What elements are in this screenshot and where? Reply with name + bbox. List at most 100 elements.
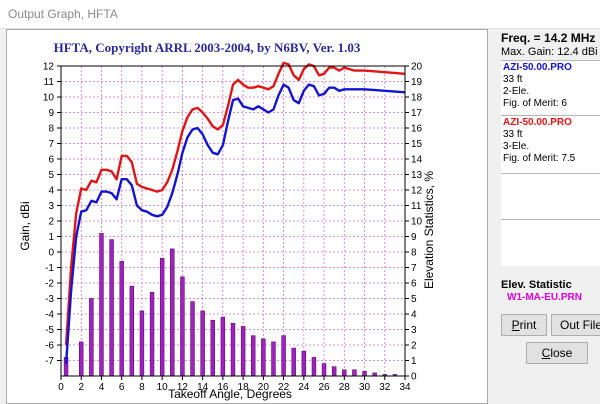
antenna-file-name: AZI-50.00.PRO bbox=[503, 62, 572, 73]
x-tick-label: 30 bbox=[359, 382, 371, 393]
y-tick-label: -7 bbox=[45, 356, 54, 367]
figure-of-merit: Fig. of Merit: 7.5 bbox=[503, 153, 576, 164]
y-tick-label: 3 bbox=[48, 201, 54, 212]
antenna-elements: 3-Ele. bbox=[503, 141, 530, 152]
x-tick-label: 22 bbox=[278, 382, 290, 393]
elevation-bar bbox=[301, 350, 307, 377]
y-tick-label: 0 bbox=[48, 248, 54, 259]
y-tick-label: 7 bbox=[48, 139, 54, 150]
y2-tick-label: 17 bbox=[411, 108, 423, 119]
elevation-bar bbox=[89, 298, 94, 377]
graph-panel: HFTA, Copyright ARRL 2003-2004, by N6BV,… bbox=[6, 29, 488, 404]
print-button[interactable]: Print bbox=[501, 314, 547, 336]
out-file-button[interactable]: Out File bbox=[551, 314, 600, 336]
out-file-button-label: Out File bbox=[559, 318, 600, 332]
x-tick-label: 32 bbox=[379, 382, 391, 393]
y2-tick-label: 11 bbox=[411, 201, 422, 212]
y2-tick-label: 3 bbox=[411, 325, 417, 336]
y2-tick-label: 2 bbox=[411, 341, 417, 352]
gain-line-2-ele bbox=[64, 83, 406, 364]
elevation-bar bbox=[352, 369, 357, 377]
elevation-bar bbox=[251, 335, 256, 377]
elevation-bar bbox=[271, 341, 276, 377]
x-tick-label: 24 bbox=[298, 382, 310, 393]
y-tick-label: 11 bbox=[44, 77, 55, 88]
y-tick-label: 6 bbox=[48, 155, 54, 166]
elevation-bar bbox=[342, 369, 347, 377]
antenna-height: 33 ft bbox=[503, 74, 523, 85]
x-tick-label: 16 bbox=[217, 382, 229, 393]
empty-file-slot-2 bbox=[501, 219, 600, 266]
hfta-chart: HFTA, Copyright ARRL 2003-2004, by N6BV,… bbox=[18, 40, 436, 401]
title-bar[interactable]: Output Graph, HFTA bbox=[0, 0, 600, 29]
x-tick-label: 20 bbox=[258, 382, 270, 393]
y-tick-label: 1 bbox=[48, 232, 54, 243]
y2-tick-label: 0 bbox=[411, 372, 417, 383]
figure-of-merit: Fig. of Merit: 6 bbox=[503, 98, 567, 109]
elevation-bar bbox=[311, 357, 317, 377]
y-axis-label: Gain, dBi bbox=[18, 201, 32, 250]
elevation-bar bbox=[159, 257, 165, 377]
frequency-label: Freq. = 14.2 MHz bbox=[501, 31, 596, 45]
y2-tick-label: 16 bbox=[411, 124, 423, 135]
y2-tick-label: 7 bbox=[411, 263, 417, 274]
x-tick-label: 6 bbox=[119, 382, 125, 393]
y2-tick-label: 8 bbox=[411, 248, 417, 259]
elevation-bar bbox=[240, 326, 246, 377]
y-tick-label: -6 bbox=[45, 341, 54, 352]
elevation-bar bbox=[170, 248, 175, 377]
x-tick-label: 18 bbox=[238, 382, 250, 393]
y-tick-label: 12 bbox=[43, 62, 55, 73]
elevation-bar bbox=[119, 261, 124, 377]
elevation-bar bbox=[210, 319, 215, 377]
x-tick-label: 4 bbox=[99, 382, 105, 393]
results-panel: Freq. = 14.2 MHz Max. Gain: 12.4 dBi AZI… bbox=[495, 29, 600, 404]
y2-tick-label: 14 bbox=[411, 155, 423, 166]
print-button-label: Print bbox=[511, 318, 537, 332]
y-tick-label: -4 bbox=[45, 310, 54, 321]
y-tick-label: 2 bbox=[48, 217, 54, 228]
max-gain-label: Max. Gain: 12.4 dBi bbox=[501, 46, 598, 58]
elevation-bar bbox=[139, 310, 145, 377]
antenna-file-entry-2: AZI-50.00.PRO 33 ft 3-Ele. Fig. of Merit… bbox=[501, 115, 600, 174]
elevation-bar bbox=[109, 239, 114, 377]
elevation-bar bbox=[180, 276, 185, 377]
elevation-bar bbox=[291, 347, 296, 377]
y2-tick-label: 15 bbox=[411, 139, 423, 150]
y2-tick-label: 20 bbox=[411, 62, 423, 73]
elevation-bar bbox=[79, 341, 84, 377]
elevation-bar bbox=[99, 233, 104, 377]
elevation-bar bbox=[230, 322, 236, 377]
y2-tick-label: 4 bbox=[411, 310, 417, 321]
chart-title: HFTA, Copyright ARRL 2003-2004, by N6BV,… bbox=[54, 40, 361, 55]
antenna-file-name: AZI-50.00.PRO bbox=[503, 117, 572, 128]
elevation-bar bbox=[261, 338, 266, 377]
y2-tick-label: 12 bbox=[411, 186, 423, 197]
antenna-file-entry-1: AZI-50.00.PRO 33 ft 2-Ele. Fig. of Merit… bbox=[501, 60, 600, 119]
y2-tick-label: 1 bbox=[411, 356, 417, 367]
elevation-bar bbox=[331, 366, 337, 377]
antenna-elements: 2-Ele. bbox=[503, 86, 530, 97]
y2-tick-label: 10 bbox=[411, 217, 423, 228]
y2-tick-label: 13 bbox=[411, 170, 423, 181]
elevation-bar bbox=[149, 291, 155, 377]
y-tick-label: 5 bbox=[48, 170, 54, 181]
empty-file-slot-1 bbox=[501, 173, 600, 220]
y2-tick-label: 9 bbox=[411, 232, 417, 243]
x-tick-label: 8 bbox=[139, 382, 145, 393]
x-axis-label: Takeoff Angle, Degrees bbox=[168, 387, 292, 401]
y-tick-label: 4 bbox=[48, 186, 54, 197]
y-tick-label: 10 bbox=[43, 93, 55, 104]
close-button[interactable]: Close bbox=[526, 342, 588, 364]
x-tick-label: 0 bbox=[58, 382, 64, 393]
x-tick-label: 28 bbox=[339, 382, 351, 393]
antenna-height: 33 ft bbox=[503, 129, 523, 140]
elevation-bar bbox=[281, 335, 286, 377]
y2-tick-label: 6 bbox=[411, 279, 417, 290]
x-tick-label: 34 bbox=[399, 382, 411, 393]
y-tick-label: 8 bbox=[48, 124, 54, 135]
x-tick-label: 14 bbox=[197, 382, 209, 393]
elevation-bar bbox=[190, 301, 195, 377]
x-tick-label: 2 bbox=[78, 382, 84, 393]
elevation-statistic-title: Elev. Statistic bbox=[501, 279, 572, 291]
